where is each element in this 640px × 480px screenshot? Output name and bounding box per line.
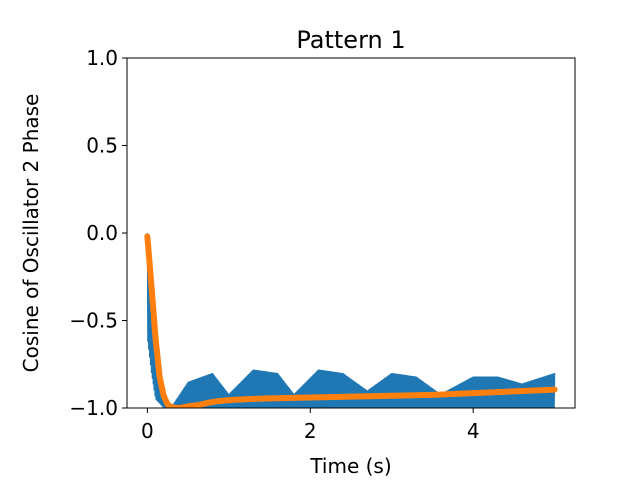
x-tick-label: 2 [304, 419, 317, 443]
chart-title: Pattern 1 [296, 26, 405, 54]
series-oscillation-line [146, 232, 556, 408]
y-tick-label: 1.0 [86, 46, 118, 70]
x-tick-label: 4 [467, 419, 480, 443]
x-axis-label: Time (s) [309, 454, 391, 478]
y-tick-label: −1.0 [69, 396, 118, 420]
series-smooth-line [144, 233, 558, 408]
axis-ticks: 0 2 4 −1.0 −0.5 0.0 0.5 1.0 [69, 46, 479, 443]
y-tick-label: 0.0 [86, 221, 118, 245]
y-tick-label: −0.5 [69, 309, 118, 333]
y-axis-label: Cosine of Oscillator 2 Phase [19, 94, 43, 373]
plot-area [144, 232, 558, 408]
x-tick-label: 0 [141, 419, 154, 443]
y-tick-label: 0.5 [86, 134, 118, 158]
plot-frame [126, 57, 576, 409]
